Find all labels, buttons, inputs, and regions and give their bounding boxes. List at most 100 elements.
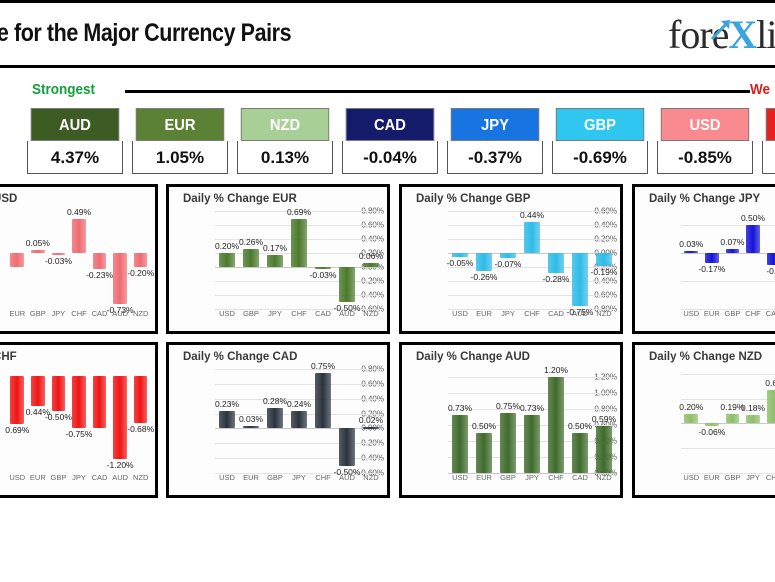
bar-cad[interactable]	[92, 375, 107, 428]
bar-gbp[interactable]	[51, 375, 66, 411]
chart-grid: ange USD 0.05% -0.03% 0.49% -0.23% -0.73% -0.2…	[0, 184, 775, 504]
bar-usd[interactable]	[10, 375, 25, 424]
bar-value-label: 0.73%	[447, 402, 473, 413]
chart-plot-area: 0.80%0.60%0.40%0.20%0.00%-0.20%-0.40%-0.…	[169, 207, 387, 331]
bar-cad[interactable]	[92, 253, 107, 270]
x-axis-labels: USDEURGBPJPYCHFCADAUD	[681, 473, 775, 493]
bar-chf[interactable]	[72, 218, 86, 253]
chart-title: ange CHF	[0, 351, 17, 363]
currency-strength-band: Strongest We ve ge AUD4.37%EUR1.05%NZD0.…	[0, 68, 775, 223]
currency-card-value: -0.69%	[552, 141, 648, 174]
bar-usd[interactable]	[684, 413, 699, 424]
currency-card-list: AUD 4.37% EUR 1.05% NZD 0.13% CAD -0.04% JPY -0.3…	[27, 108, 775, 174]
chart-title: Daily % Change CAD	[183, 351, 298, 363]
x-axis-tick: CHF	[291, 309, 307, 318]
currency-card-gbp[interactable]: GBP -0.69%	[552, 108, 648, 174]
currency-card-nzd[interactable]: NZD 0.13%	[237, 108, 333, 174]
bar-eur[interactable]	[476, 433, 492, 473]
grid-line	[681, 373, 775, 375]
bar-value-label: 0.18%	[740, 402, 766, 413]
x-axis-tick: AUD	[572, 309, 588, 318]
grid-line	[681, 423, 775, 425]
bar-chf[interactable]	[746, 225, 760, 253]
currency-card-usd[interactable]: USD -0.85%	[657, 108, 753, 174]
bar-eur[interactable]	[243, 426, 259, 429]
bar-nzd[interactable]	[133, 375, 148, 424]
bar-usd[interactable]	[452, 414, 468, 473]
bar-eur[interactable]	[31, 375, 45, 407]
chart-plot-area: 0.80%0.60%0.40%0.20%0.00%-0.20%-0.40%-0.…	[169, 361, 387, 495]
x-axis-tick: USD	[683, 473, 700, 482]
bar-cad[interactable]	[766, 253, 775, 265]
bar-jpy[interactable]	[51, 253, 66, 256]
bar-eur[interactable]	[705, 423, 719, 427]
currency-card-eur[interactable]: EUR 1.05%	[132, 108, 228, 174]
currency-card-jpy[interactable]: JPY -0.37%	[447, 108, 543, 174]
weakest-label: We	[750, 81, 771, 98]
bar-value-label: -0.20%	[127, 268, 155, 278]
chart-title: Daily % Change NZD	[649, 351, 763, 363]
chart-plot-area: 0.05% -0.03% 0.49% -0.23% -0.73% -0.20% EUR GBP…	[0, 207, 155, 331]
bar-jpy[interactable]	[746, 414, 760, 424]
bar-nzd[interactable]	[596, 253, 612, 267]
grid-line	[448, 267, 616, 268]
currency-card-aud[interactable]: AUD 4.37%	[27, 108, 123, 174]
bar-jpy[interactable]	[500, 253, 516, 258]
bar-jpy[interactable]	[267, 255, 283, 267]
currency-card-value: 4.37%	[27, 141, 123, 174]
bar-value-label: -0.19%	[590, 267, 618, 278]
currency-card-chf[interactable]: CHF-	[762, 108, 775, 174]
bar-nzd[interactable]	[596, 425, 612, 473]
bar-chf[interactable]	[766, 389, 775, 424]
bar-usd[interactable]	[219, 253, 235, 267]
bar-cad[interactable]	[548, 253, 564, 273]
x-axis-tick: USD	[219, 309, 235, 318]
x-axis-labels: USD EUR GBP JPY CAD AUD NZD	[7, 473, 151, 493]
x-axis-labels: USDEURGBPCHFCADAUDNZD	[681, 309, 775, 329]
bar-jpy[interactable]	[524, 414, 540, 473]
currency-card-cad[interactable]: CAD -0.04%	[342, 108, 438, 174]
bar-nzd[interactable]	[363, 426, 379, 429]
bar-value-label: 0.68	[765, 377, 775, 388]
bar-gbp[interactable]	[267, 407, 283, 429]
bar-usd[interactable]	[452, 253, 468, 257]
bar-aud[interactable]	[572, 253, 588, 306]
grid-line	[448, 393, 616, 394]
bar-chf[interactable]	[315, 372, 331, 429]
bar-nzd[interactable]	[363, 262, 379, 267]
bar-cad[interactable]	[315, 267, 331, 270]
bar-aud[interactable]	[339, 428, 355, 466]
bar-gbp[interactable]	[500, 413, 516, 473]
bar-chf[interactable]	[524, 222, 540, 253]
bar-eur[interactable]	[10, 253, 25, 267]
forexlive-logo: foreXli	[668, 11, 775, 58]
bar-value-label: 0.02%	[358, 414, 384, 425]
bar-gbp[interactable]	[31, 249, 45, 253]
x-axis-labels: EUR GBP JPY CHF CAD AUD NZD	[7, 309, 151, 329]
bar-eur[interactable]	[705, 253, 719, 263]
bar-aud[interactable]	[113, 375, 127, 460]
bar-aud[interactable]	[113, 253, 127, 305]
chart-panel-chf: ange CHF 0.69% 0.44%-0.50% -0.75% -1.20% -0.6…	[0, 342, 158, 498]
x-axis-tick: EUR	[703, 473, 720, 482]
currency-card-value: -0.85%	[657, 141, 753, 174]
bar-nzd[interactable]	[133, 253, 148, 267]
bar-usd[interactable]	[684, 251, 699, 254]
bar-cad[interactable]	[572, 433, 588, 473]
currency-card-code: USD	[660, 108, 750, 141]
bar-eur[interactable]	[476, 253, 492, 272]
x-axis-tick: CHF	[71, 309, 87, 318]
bar-jpy[interactable]	[72, 375, 86, 428]
bar-chf[interactable]	[291, 218, 307, 267]
bar-chf[interactable]	[548, 377, 564, 473]
bar-gbp[interactable]	[725, 249, 740, 253]
bar-aud[interactable]	[339, 267, 355, 302]
currency-card-code: CHF	[765, 108, 775, 141]
bar-usd[interactable]	[219, 411, 235, 429]
x-axis-tick: AUD	[112, 309, 129, 318]
bar-gbp[interactable]	[243, 248, 259, 267]
bar-value-label: 0.50%	[740, 213, 766, 223]
bar-value-label: 0.44%	[519, 210, 545, 221]
bar-gbp[interactable]	[725, 414, 740, 424]
bar-jpy[interactable]	[291, 410, 307, 429]
